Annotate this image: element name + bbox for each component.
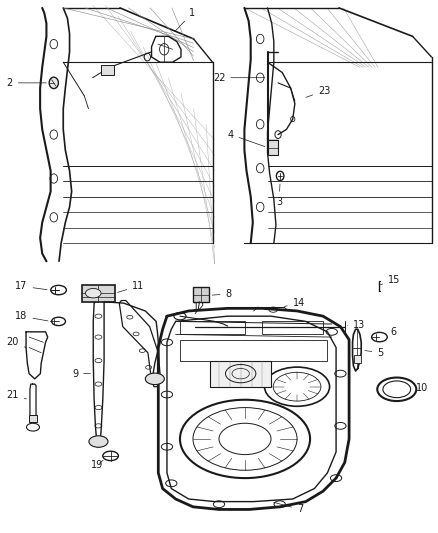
- Bar: [180, 321, 245, 335]
- Circle shape: [145, 373, 164, 385]
- Text: 13: 13: [347, 320, 366, 330]
- Text: 8: 8: [212, 289, 232, 299]
- Text: 20: 20: [7, 337, 26, 348]
- Bar: [101, 65, 114, 75]
- Text: 17: 17: [15, 281, 47, 291]
- Text: 22: 22: [213, 72, 265, 83]
- Circle shape: [85, 288, 101, 298]
- Bar: [180, 340, 327, 361]
- Bar: [262, 321, 323, 335]
- Text: 1: 1: [174, 8, 195, 32]
- Bar: [210, 361, 271, 387]
- Text: 7: 7: [274, 502, 303, 514]
- Bar: [354, 356, 361, 363]
- Text: 11: 11: [117, 281, 145, 293]
- Text: 14: 14: [285, 298, 305, 308]
- Text: 19: 19: [91, 460, 103, 470]
- Text: 12: 12: [185, 302, 205, 312]
- Text: 21: 21: [7, 390, 26, 400]
- Text: 9: 9: [72, 369, 91, 378]
- Text: 5: 5: [365, 348, 384, 358]
- Bar: [29, 415, 37, 422]
- Bar: [82, 285, 115, 302]
- Text: 2: 2: [7, 78, 46, 88]
- Circle shape: [89, 436, 108, 447]
- Text: 3: 3: [276, 184, 282, 207]
- Text: 10: 10: [416, 383, 428, 393]
- Text: 23: 23: [306, 86, 330, 98]
- Text: 15: 15: [380, 274, 400, 285]
- Bar: [268, 140, 278, 155]
- Text: 6: 6: [387, 327, 396, 337]
- Circle shape: [49, 77, 58, 88]
- Bar: [193, 287, 209, 302]
- Text: 18: 18: [15, 311, 48, 321]
- Text: 4: 4: [228, 130, 265, 147]
